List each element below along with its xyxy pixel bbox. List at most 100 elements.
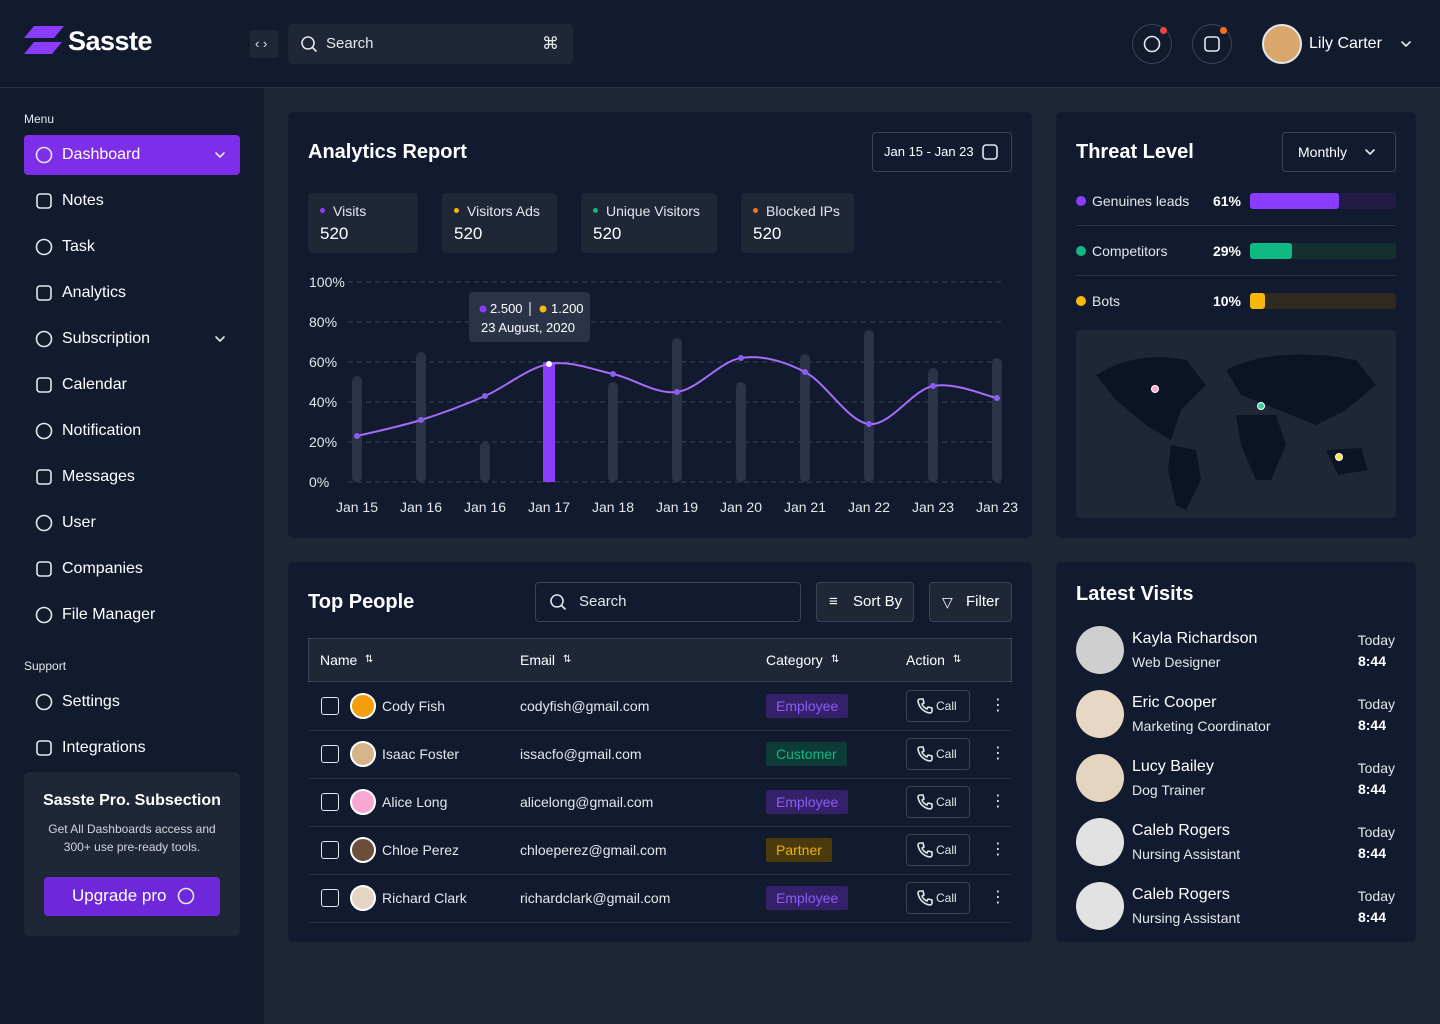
code-toggle[interactable] <box>250 30 278 58</box>
nav-item[interactable]: Notes <box>62 192 104 209</box>
user-menu-chevron-shape <box>1401 41 1411 47</box>
people-search-icon-shape <box>550 594 566 610</box>
nav-icon-shape <box>36 740 52 756</box>
visitor-name: Caleb Rogers <box>1132 822 1230 839</box>
stat-card <box>442 193 557 253</box>
row-email: codyfish@gmail.com <box>520 698 650 714</box>
row-name: Alice Long <box>382 794 448 810</box>
visit-day: Today <box>1357 888 1395 904</box>
messages-button[interactable] <box>1192 24 1232 64</box>
row-separator <box>308 922 1012 923</box>
sort-button[interactable] <box>816 582 914 622</box>
period-select[interactable] <box>1282 132 1396 172</box>
threat-title: Threat Level <box>1076 141 1194 163</box>
visitor-role: Nursing Assistant <box>1132 846 1241 862</box>
brand-name: Sasste <box>68 26 153 56</box>
nav-item[interactable]: Subscription <box>62 330 151 347</box>
nav-icon-shape <box>35 693 53 711</box>
visitor-role: Nursing Assistant <box>1132 910 1241 926</box>
nav-icon-shape <box>35 422 53 440</box>
continent <box>1168 445 1201 510</box>
nav-item[interactable]: Notification <box>62 422 142 439</box>
nav-item[interactable]: Dashboard <box>62 146 141 163</box>
shortcut-icon: ⌘ <box>542 34 559 53</box>
map-marker <box>1335 453 1343 461</box>
call-button[interactable] <box>906 834 970 866</box>
upgrade-button[interactable] <box>44 877 220 916</box>
nav-item[interactable]: Calendar <box>62 376 127 393</box>
nav-icon-shape <box>35 514 53 532</box>
user-menu-chevron <box>1401 41 1411 47</box>
category-badge: Employee <box>766 694 849 718</box>
nav-item[interactable]: Messages <box>62 468 135 485</box>
date-range-button[interactable] <box>872 132 1012 172</box>
call-button[interactable] <box>906 786 970 818</box>
menu-label: Menu <box>24 112 55 126</box>
sort-label: Sort By <box>853 593 903 610</box>
filter-button[interactable] <box>929 582 1012 622</box>
row-avatar <box>350 837 376 863</box>
sort-arrows: ⇅ <box>365 654 374 665</box>
map-marker <box>1257 402 1265 410</box>
continent <box>1226 354 1376 425</box>
nav-item[interactable]: Companies <box>62 560 143 577</box>
nav-icon <box>36 193 52 209</box>
nav-icon-shape <box>36 377 52 393</box>
call-button[interactable] <box>906 882 970 914</box>
nav-icon <box>35 606 53 624</box>
world-map <box>1096 354 1376 510</box>
nav-item[interactable]: Analytics <box>62 284 127 301</box>
user-avatar[interactable] <box>1262 24 1302 64</box>
nav-item[interactable]: File Manager <box>62 606 156 623</box>
row-checkbox[interactable] <box>321 889 339 907</box>
search-icon-shape <box>301 36 317 52</box>
row-avatar <box>350 885 376 911</box>
row-name: Chloe Perez <box>382 842 460 858</box>
filter-icon-glyph: ▽ <box>942 594 953 610</box>
row-menu: ⋮ <box>990 889 1006 906</box>
visit-day: Today <box>1357 760 1395 776</box>
table-header <box>308 638 1012 682</box>
nav-active-bg[interactable] <box>24 135 240 175</box>
people-search-icon <box>550 594 566 610</box>
period-label: Monthly <box>1298 144 1348 160</box>
column-header[interactable]: Action <box>906 652 945 668</box>
sort-arrows: ⇅ <box>953 654 962 665</box>
logo-shape <box>24 26 64 54</box>
row-email: alicelong@gmail.com <box>520 794 654 810</box>
nav-icon <box>36 561 52 577</box>
nav-item[interactable]: Settings <box>62 693 120 710</box>
notifications-button[interactable] <box>1132 24 1172 64</box>
column-header[interactable]: Name <box>320 652 358 668</box>
logo-mark <box>24 26 64 54</box>
column-header[interactable]: Category <box>766 652 823 668</box>
nav-item[interactable]: Integrations <box>62 739 146 756</box>
call-button[interactable] <box>906 738 970 770</box>
nav-chevron-shape <box>215 336 225 342</box>
nav-item[interactable]: User <box>62 514 96 531</box>
call-label: Call <box>936 699 957 713</box>
row-name: Isaac Foster <box>382 746 460 762</box>
row-separator <box>308 874 1012 875</box>
user-name: Lily Carter <box>1309 35 1382 52</box>
row-checkbox[interactable] <box>321 697 339 715</box>
visitor-role: Marketing Coordinator <box>1132 718 1271 734</box>
row-checkbox[interactable] <box>321 841 339 859</box>
column-header[interactable]: Email <box>520 652 556 668</box>
threat-dot <box>1076 196 1086 206</box>
threat-value: 61% <box>1212 193 1241 209</box>
nav-item[interactable]: Task <box>62 238 95 255</box>
row-menu: ⋮ <box>990 697 1006 714</box>
stat-value: 520 <box>454 224 483 243</box>
search-box[interactable] <box>288 24 573 64</box>
people-search[interactable] <box>535 582 801 622</box>
visitor-name: Eric Cooper <box>1132 694 1217 711</box>
threat-value: 29% <box>1212 243 1241 259</box>
call-icon <box>917 746 933 762</box>
call-button[interactable] <box>906 690 970 722</box>
nav-icon <box>35 146 53 164</box>
row-checkbox[interactable] <box>321 745 339 763</box>
nav-icon <box>35 693 53 711</box>
call-label: Call <box>936 795 957 809</box>
row-checkbox[interactable] <box>321 793 339 811</box>
